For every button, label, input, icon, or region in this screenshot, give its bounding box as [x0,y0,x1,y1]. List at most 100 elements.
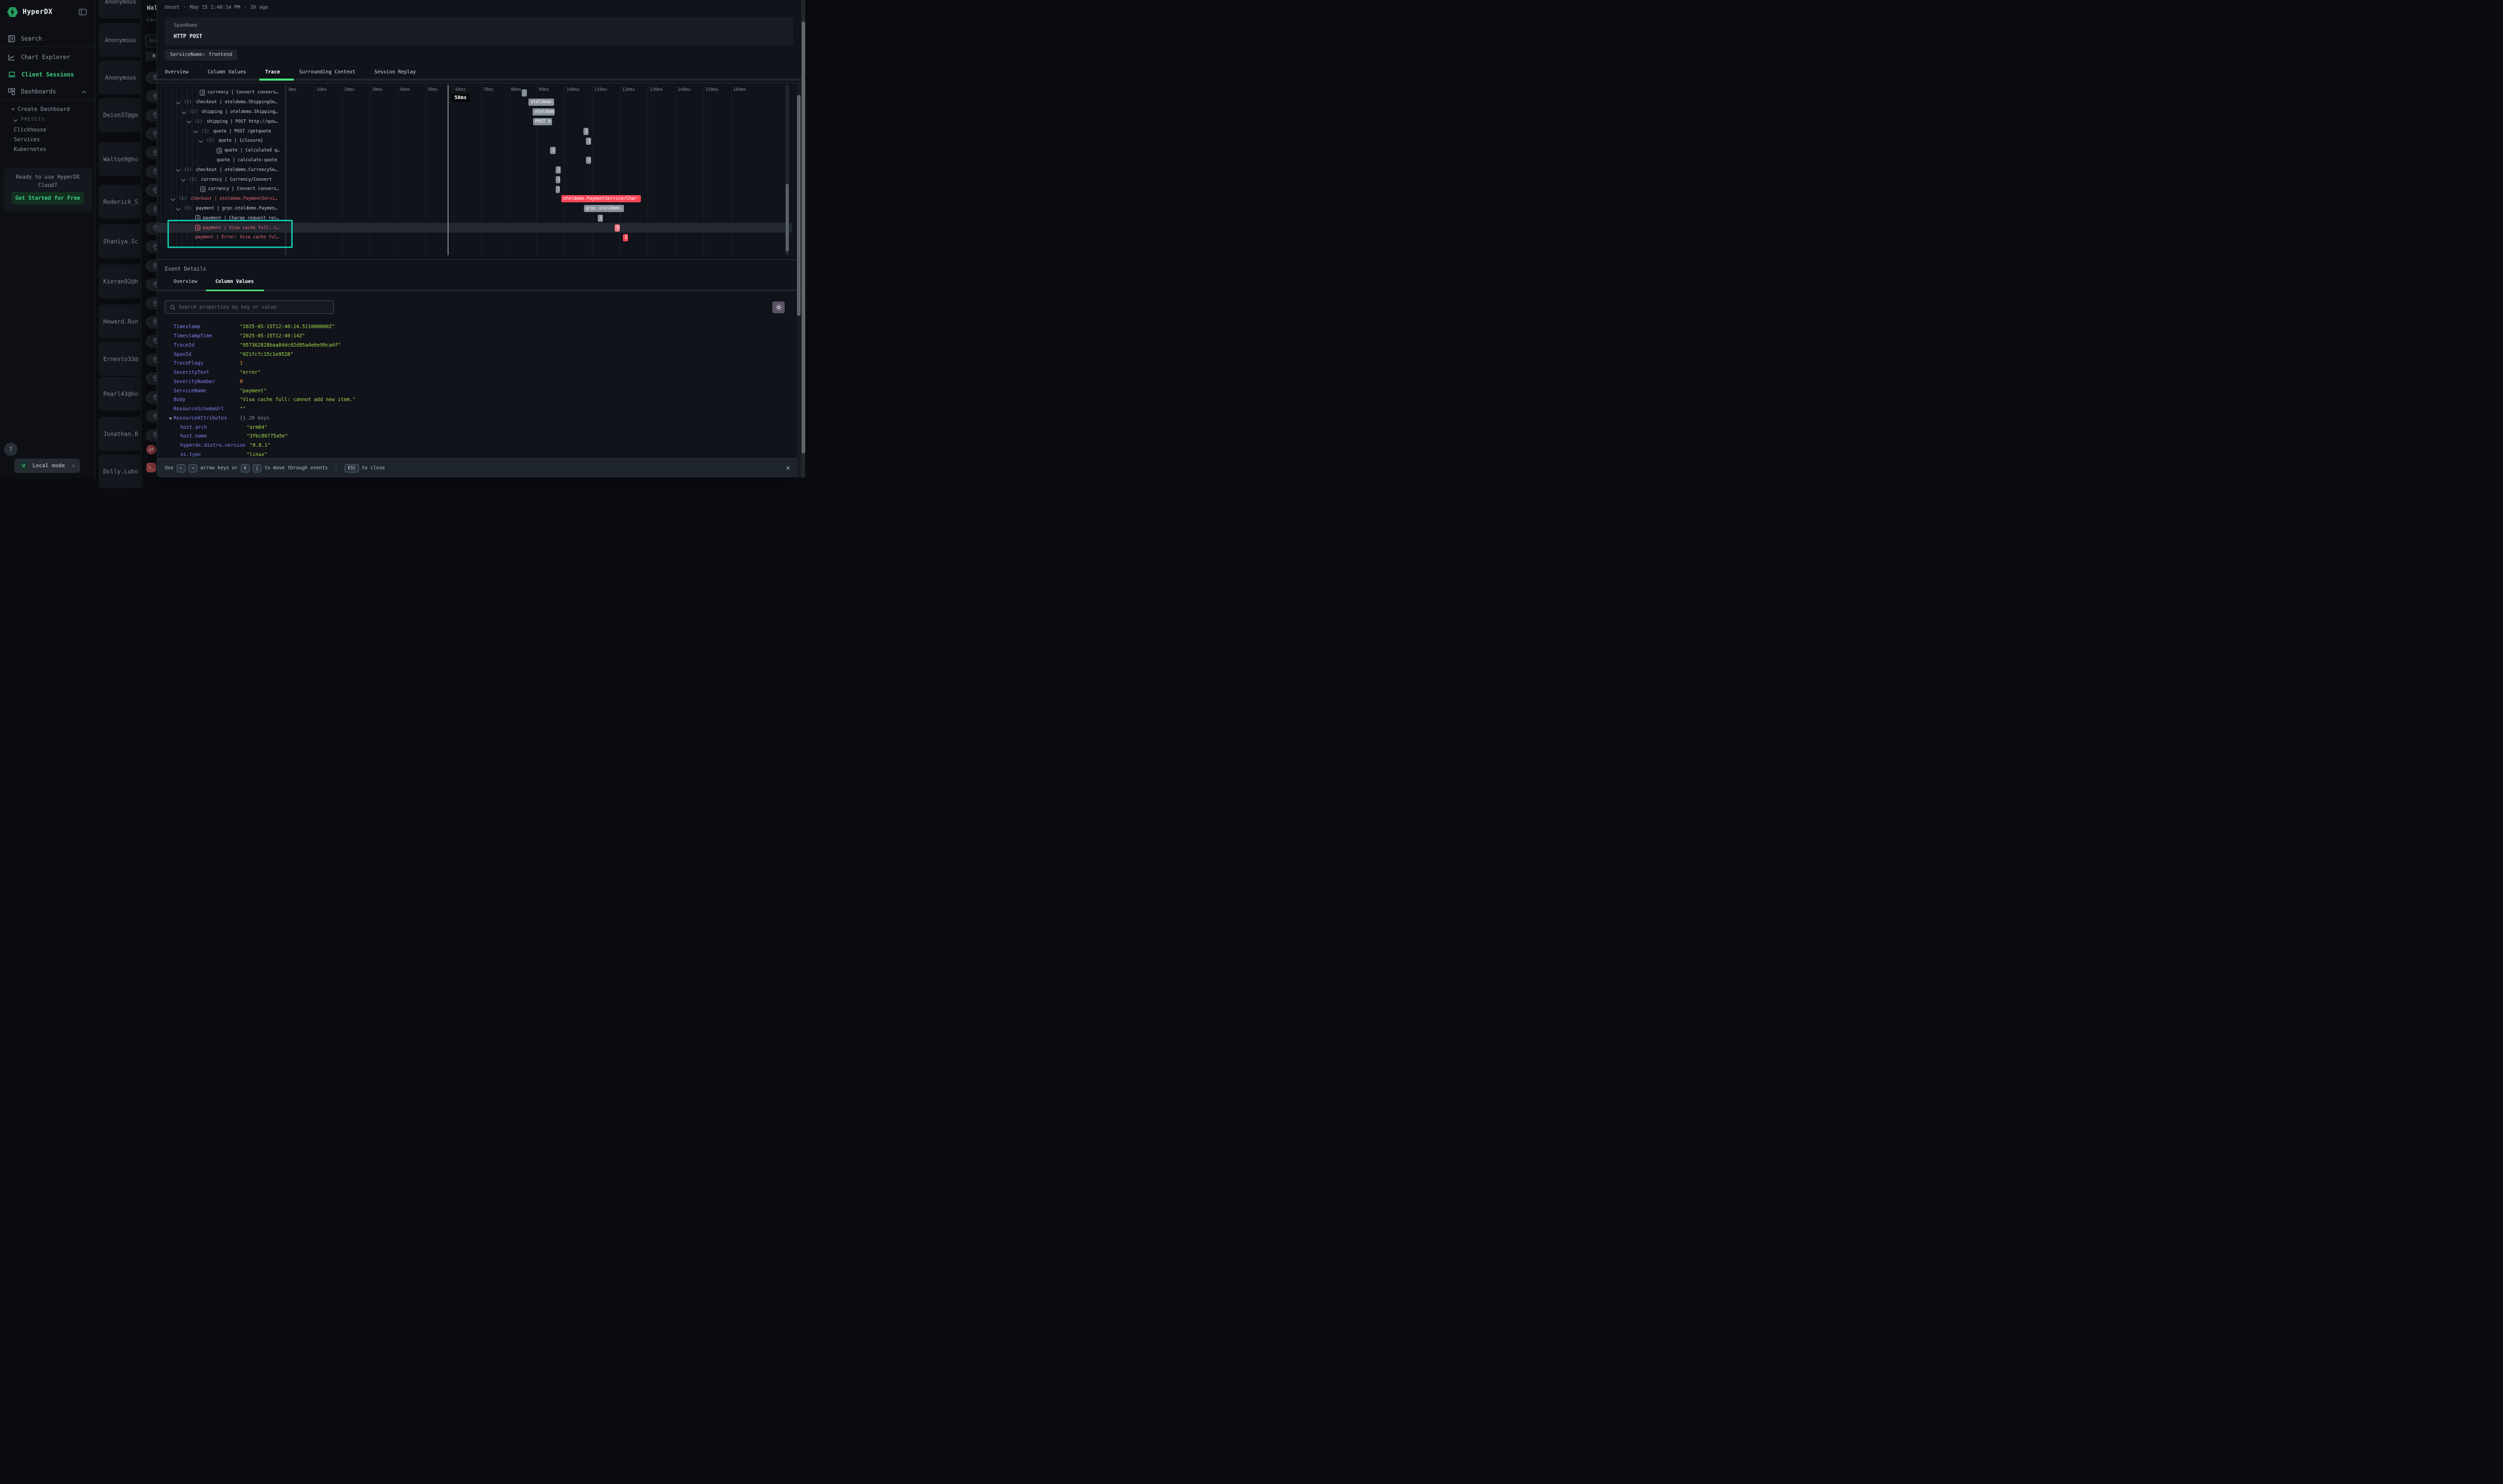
sidebar-item-search[interactable]: Search [0,31,96,46]
sidebar-item-client-sessions[interactable]: Client Sessions [0,67,96,82]
trace-span-row[interactable]: (2) quote | {closure} [157,136,792,146]
sidebar-item-dashboards[interactable]: Dashboards [0,84,96,99]
property-value[interactable]: "Visa cache full: cannot add new item." [240,397,356,403]
property-key[interactable]: os.type [180,451,201,458]
span-duration-bar[interactable]: ( [556,166,561,174]
span-duration-bar[interactable]: { [586,137,592,145]
trace-span-row[interactable]: currency | Convert convers… [157,184,792,194]
span-duration-bar[interactable] [521,89,527,97]
span-duration-bar[interactable]: V [614,224,620,232]
property-value[interactable]: {} 20 keys [240,415,270,421]
trace-span-row[interactable]: payment | Visa cache full: c… [157,223,792,233]
chevron-down-icon[interactable] [194,129,198,133]
span-duration-bar[interactable]: oteldemo [533,108,555,116]
terminal-icon[interactable]: >_ [146,463,156,472]
page-scrollbar[interactable] [801,0,805,478]
span-duration-bar[interactable]: ( [550,147,556,155]
page-scrollbar-thumb[interactable] [801,22,805,453]
sidebar-item-clickhouse[interactable]: Clickhouse [14,127,47,133]
span-duration-bar[interactable]: E [623,234,629,241]
span-duration-bar[interactable]: c [586,157,591,164]
chevron-down-icon[interactable] [187,120,191,123]
trace-span-row[interactable]: (1) checkout | oteldemo.CurrencySe… [157,165,792,175]
tab-overview[interactable]: Overview [165,69,189,75]
sidebar-collapse-icon[interactable] [79,9,87,15]
chevron-down-icon[interactable] [177,168,180,172]
trace-span-row[interactable]: (1) currency | Currency/Convert [157,175,792,184]
property-key[interactable]: ResourceAttributes [174,415,227,421]
chevron-down-icon[interactable] [182,178,185,181]
property-key[interactable]: TimestampTime [174,333,213,339]
chevron-down-icon[interactable] [177,207,180,211]
session-card[interactable]: Anonymous [99,23,143,57]
property-key[interactable]: SeverityText [174,370,210,376]
service-name-chip[interactable]: ServiceName: frontend [165,49,238,61]
property-value[interactable]: "957362828baa84dc02d95a4e6e99ca4f" [240,342,341,348]
sidebar-item-services[interactable]: Services [14,137,40,143]
chevron-down-icon[interactable] [199,139,203,143]
sidebar-item-kubernetes[interactable]: Kubernetes [14,146,47,153]
property-key[interactable]: ResourceSchemaUrl [174,406,224,412]
modal-scrollbar-thumb[interactable] [797,95,801,316]
help-button[interactable]: ? [4,443,17,456]
caret-down-icon[interactable] [169,417,172,420]
property-value[interactable]: "linux" [246,451,268,458]
property-key[interactable]: host.name [180,433,207,440]
property-value[interactable]: 1 [240,360,243,367]
property-key[interactable]: Body [174,397,186,403]
tab-session-replay[interactable]: Session Replay [374,69,416,75]
properties-search-input[interactable]: Search properties by key or value [165,300,334,314]
span-duration-bar[interactable]: ( [556,185,560,193]
span-duration-bar[interactable]: oteldemo.PaymentService/Char [561,195,641,203]
property-value[interactable]: "3fbc80775a5e" [246,433,288,440]
presets-header[interactable]: PRESETS [14,117,45,122]
session-card[interactable]: Howard.Run [99,305,143,338]
trace-span-row[interactable]: (1) checkout | oteldemo.PaymentServi… [157,194,792,204]
trace-span-row[interactable]: (1) quote | POST /getquote [157,126,792,136]
local-mode-menu[interactable]: U Local mode › [14,459,80,473]
gear-icon[interactable] [772,301,785,313]
waterfall-scrollbar-thumb[interactable] [786,184,789,252]
property-key[interactable]: TraceId [174,342,195,348]
property-value[interactable]: "021fcfc15c1e9528" [240,351,293,357]
span-duration-bar[interactable]: ( [556,176,561,183]
swap-arrows-icon[interactable]: ⇄ [146,445,156,454]
span-duration-bar[interactable]: POST h [533,118,553,125]
session-card[interactable]: Dolly.Lubo [99,454,143,488]
trace-span-row[interactable]: quote | Calculated q… [157,146,792,156]
session-card[interactable]: Pearl43@ho [99,377,143,411]
chevron-down-icon[interactable] [172,197,175,201]
create-dashboard-button[interactable]: + Create Dashboard [11,106,70,112]
chevron-down-icon[interactable] [177,101,180,104]
event-details-tab-overview[interactable]: Overview [174,279,198,284]
session-card[interactable]: Kieran92@h [99,264,143,298]
tab-surrounding-context[interactable]: Surrounding Context [299,69,355,75]
property-value[interactable]: "error" [240,370,261,376]
property-key[interactable]: SpanId [174,351,192,357]
property-value[interactable]: "2025-05-15T12:40:14.511000000Z" [240,324,335,330]
trace-span-row[interactable]: quote | calculate-quote [157,156,792,165]
property-key[interactable]: TraceFlags [174,360,203,367]
trace-span-row[interactable]: (3) payment | grpc.oteldemo.Paymen… [157,204,792,214]
tree-waterfall-divider[interactable] [285,85,286,255]
session-card[interactable]: Jonathan.B [99,417,143,451]
session-card[interactable]: Walton9@ho [99,142,143,176]
session-card[interactable]: Ernesto33@ [99,342,143,376]
property-value[interactable]: "0.8.1" [250,443,271,449]
chevron-down-icon[interactable] [182,110,186,114]
span-duration-bar[interactable]: grpc.oteldemo. [583,205,624,213]
span-duration-bar[interactable]: ( [597,214,603,222]
trace-span-row[interactable]: currency | Convert convers… [157,88,792,98]
session-card[interactable]: Deion37@gm [99,98,143,132]
tab-column-values[interactable]: Column Values [207,69,246,75]
trace-span-row[interactable]: payment | Error: Visa cache ful… [157,233,792,242]
property-value[interactable]: "2025-05-15T12:40:14Z" [240,333,306,339]
span-duration-bar[interactable]: oteldemo. [528,99,554,106]
session-card[interactable]: Shaniya.Sc [99,224,143,258]
property-key[interactable]: ServiceName [174,388,206,394]
property-value[interactable]: 0 [240,378,243,385]
tab-trace[interactable]: Trace [265,69,280,75]
close-icon[interactable]: × [785,463,790,472]
waterfall-scrollbar[interactable] [785,85,789,255]
trace-span-row[interactable]: (1) checkout | oteldemo.ShippingSe… [157,98,792,107]
